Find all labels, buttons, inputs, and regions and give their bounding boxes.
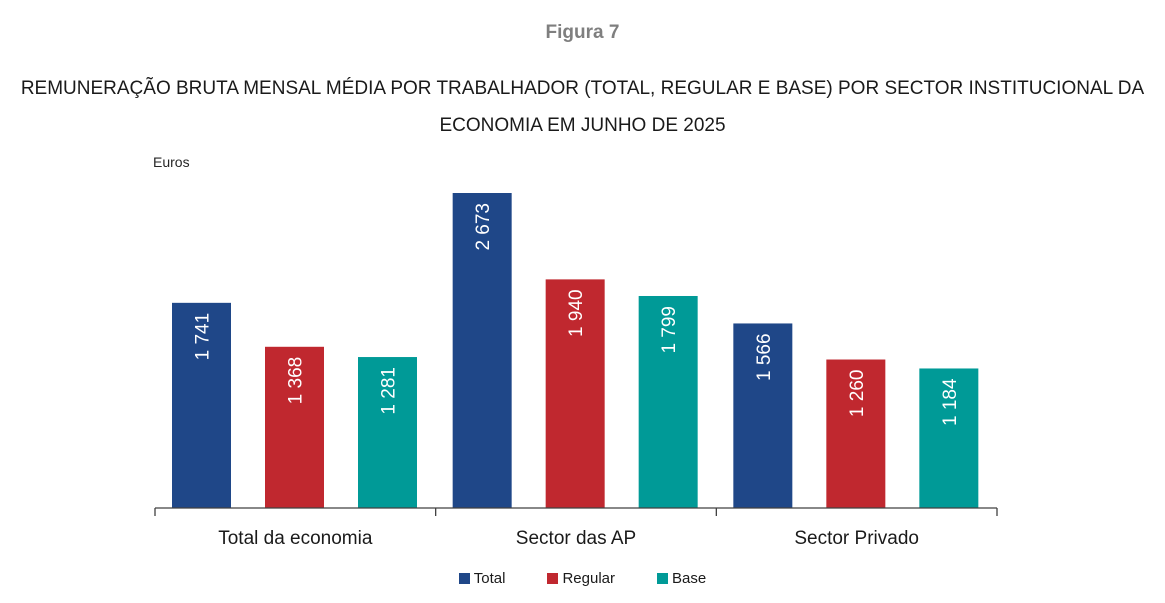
data-label-total-2: 2 673 [473,203,494,251]
bars-layer: 1 741 1 368 1 281 2 673 1 940 1 799 1 566 1 260… [172,193,979,508]
bar-regular-3 [826,359,886,508]
bar-base-3 [919,368,979,508]
chart-title-line-2: ECONOMIA EM JUNHO DE 2025 [439,115,726,136]
legend: Total Regular Base [0,570,1165,587]
chart-title-line-1: REMUNERAÇÃO BRUTA MENSAL MÉDIA POR TRABA… [20,78,1145,99]
x-axis: Total da economia Sector das AP Sector Pri… [154,507,998,549]
bar-total-2 [452,193,512,508]
chart-title: REMUNERAÇÃO BRUTA MENSAL MÉDIA POR TRABA… [0,70,1165,144]
data-label-total-1: 1 741 [193,313,214,361]
category-label-2: Sector das AP [516,528,636,549]
data-label-base-1: 1 281 [379,367,400,415]
bar-base-2 [638,295,698,508]
legend-swatch-total [458,573,470,584]
bar-total-3 [733,323,793,508]
bar-regular-1 [265,346,324,508]
legend-label-regular: Regular [562,570,615,587]
legend-swatch-base [657,573,668,584]
data-label-regular-3: 1 260 [847,370,868,418]
data-label-regular-2: 1 940 [566,289,587,337]
category-label-3: Sector Privado [794,528,919,549]
data-label-regular-1: 1 368 [286,357,307,405]
figure-label: Figura 7 [545,22,620,43]
legend-label-total: Total [473,570,506,587]
bar-regular-2 [545,279,605,508]
data-label-total-3: 1 566 [754,333,775,381]
legend-item-total: Total [458,570,506,587]
legend-label-base: Base [672,570,707,587]
y-axis-unit-label: Euros [153,154,190,170]
bar-total-1 [172,302,231,508]
category-label-1: Total da economia [218,528,373,549]
bar-base-1 [358,357,417,508]
data-label-base-2: 1 799 [659,306,680,354]
data-label-base-3: 1 184 [940,378,961,426]
legend-item-base: Base [657,570,706,587]
legend-swatch-regular [547,573,559,584]
legend-item-regular: Regular [547,570,615,587]
